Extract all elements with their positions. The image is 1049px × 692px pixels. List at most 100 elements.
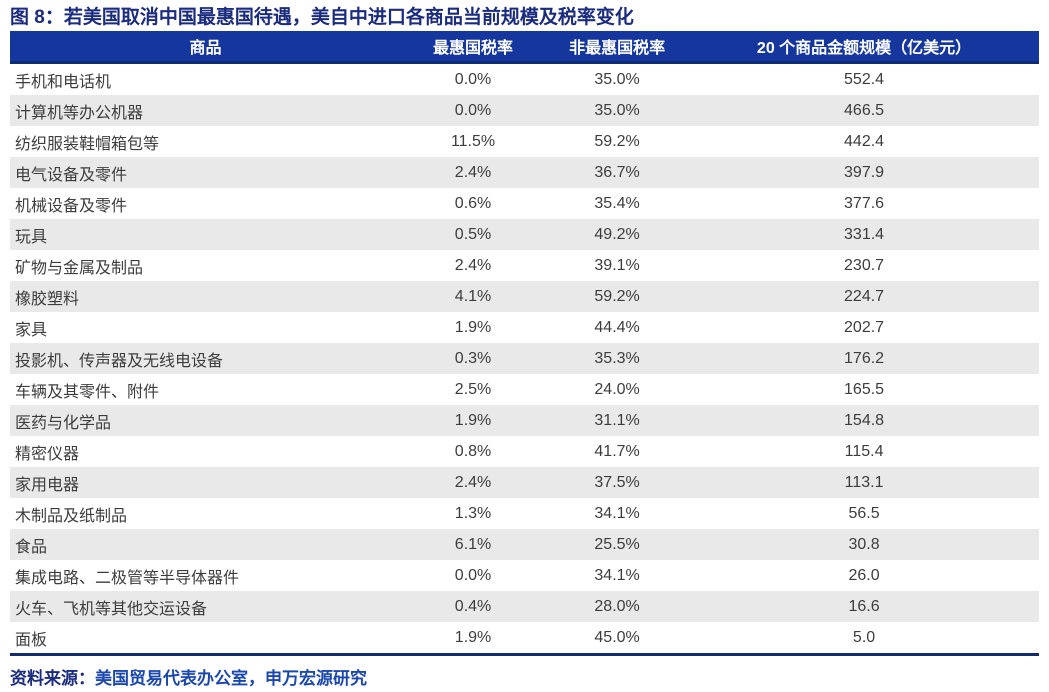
non-mfn-rate-cell: 41.7% [594,442,640,460]
mfn-rate-cell: 4.1% [454,287,492,305]
table-row: 投影机、传声器及无线电设备 0.3% 35.3% 176.2 [10,343,1039,374]
col-header-non-mfn-rate: 非最惠国税率 [545,31,690,64]
mfn-rate-cell: 2.4% [454,163,492,181]
amount-cell: 16.6 [848,597,880,615]
table-row: 面板 1.9% 45.0% 5.0 [10,622,1039,653]
non-mfn-rate-cell: 35.0% [594,101,640,119]
table-row: 食品 6.1% 25.5% 30.8 [10,529,1039,560]
product-cell: 医药与化学品 [15,414,112,432]
product-cell: 橡胶塑料 [15,290,80,308]
product-cell: 矿物与金属及制品 [15,259,144,277]
product-cell: 投影机、传声器及无线电设备 [15,352,224,370]
amount-cell: 466.5 [844,101,885,119]
non-mfn-rate-cell: 59.2% [594,132,640,150]
table-row: 电气设备及零件 2.4% 36.7% 397.9 [10,157,1039,188]
mfn-rate-cell: 0.8% [454,442,492,460]
non-mfn-rate-cell: 35.3% [594,349,640,367]
mfn-rate-cell: 0.4% [454,597,492,615]
non-mfn-rate-cell: 28.0% [594,597,640,615]
mfn-rate-cell: 2.4% [454,473,492,491]
table-row: 医药与化学品 1.9% 31.1% 154.8 [10,405,1039,436]
mfn-rate-cell: 0.5% [454,225,492,243]
product-cell: 火车、飞机等其他交运设备 [15,600,208,618]
amount-cell: 154.8 [844,411,885,429]
non-mfn-rate-cell: 37.5% [594,473,640,491]
amount-cell: 442.4 [844,132,885,150]
data-table: 商品 最惠国税率 非最惠国税率 20 个商品金额规模（亿美元） 手机和电话机 0.… [10,31,1039,653]
table-row: 纺织服装鞋帽箱包等 11.5% 59.2% 442.4 [10,126,1039,157]
table-row: 手机和电话机 0.0% 35.0% 552.4 [10,63,1039,96]
amount-cell: 377.6 [844,194,885,212]
table-row: 家具 1.9% 44.4% 202.7 [10,312,1039,343]
product-cell: 纺织服装鞋帽箱包等 [15,135,160,153]
mfn-rate-cell: 6.1% [454,535,492,553]
table-header: 商品 最惠国税率 非最惠国税率 20 个商品金额规模（亿美元） [10,31,1039,64]
table-row: 计算机等办公机器 0.0% 35.0% 466.5 [10,95,1039,126]
product-cell: 精密仪器 [15,445,80,463]
non-mfn-rate-cell: 35.4% [594,194,640,212]
mfn-rate-cell: 1.9% [454,318,492,336]
product-cell: 玩具 [15,228,48,246]
amount-cell: 56.5 [848,504,880,522]
product-cell: 家用电器 [15,476,80,494]
mfn-rate-cell: 1.9% [454,628,492,646]
non-mfn-rate-cell: 45.0% [594,628,640,646]
col-header-amount: 20 个商品金额规模（亿美元） [689,31,1039,64]
non-mfn-rate-cell: 34.1% [594,504,640,522]
table-row: 火车、飞机等其他交运设备 0.4% 28.0% 16.6 [10,591,1039,622]
amount-cell: 397.9 [844,163,885,181]
non-mfn-rate-cell: 24.0% [594,380,640,398]
table-row: 家用电器 2.4% 37.5% 113.1 [10,467,1039,498]
table-row: 矿物与金属及制品 2.4% 39.1% 230.7 [10,250,1039,281]
table-row: 精密仪器 0.8% 41.7% 115.4 [10,436,1039,467]
amount-cell: 113.1 [844,473,884,491]
mfn-rate-cell: 2.5% [454,380,492,398]
mfn-rate-cell: 0.0% [454,566,492,584]
mfn-rate-cell: 2.4% [454,256,492,274]
non-mfn-rate-cell: 35.0% [594,70,640,88]
product-cell: 木制品及纸制品 [15,507,128,525]
table-row: 橡胶塑料 4.1% 59.2% 224.7 [10,281,1039,312]
non-mfn-rate-cell: 49.2% [594,225,640,243]
amount-cell: 176.2 [844,349,885,367]
source-label: 资料来源： [10,669,95,688]
product-cell: 手机和电话机 [15,73,112,91]
mfn-rate-cell: 1.3% [454,504,492,522]
table-header-row: 商品 最惠国税率 非最惠国税率 20 个商品金额规模（亿美元） [10,31,1039,64]
non-mfn-rate-cell: 36.7% [594,163,640,181]
mfn-rate-cell: 0.0% [454,101,492,119]
product-cell: 机械设备及零件 [15,197,128,215]
non-mfn-rate-cell: 34.1% [594,566,640,584]
product-cell: 食品 [15,538,48,556]
figure-title: 图 8：若美国取消中国最惠国待遇，美自中进口各商品当前规模及税率变化 [10,7,634,28]
col-header-mfn-rate: 最惠国税率 [401,31,546,64]
amount-cell: 5.0 [852,628,876,646]
table-row: 车辆及其零件、附件 2.5% 24.0% 165.5 [10,374,1039,405]
non-mfn-rate-cell: 59.2% [594,287,640,305]
source-text: 美国贸易代表办公室，申万宏源研究 [95,669,367,688]
mfn-rate-cell: 1.9% [454,411,492,429]
amount-cell: 552.4 [844,70,885,88]
amount-cell: 230.7 [844,256,885,274]
mfn-rate-cell: 0.6% [454,194,492,212]
amount-cell: 165.5 [844,380,885,398]
non-mfn-rate-cell: 31.1% [594,411,640,429]
table-row: 集成电路、二极管等半导体器件 0.0% 34.1% 26.0 [10,560,1039,591]
product-cell: 集成电路、二极管等半导体器件 [15,569,240,587]
product-cell: 车辆及其零件、附件 [15,383,160,401]
table-row: 机械设备及零件 0.6% 35.4% 377.6 [10,188,1039,219]
mfn-rate-cell: 0.0% [454,70,492,88]
source-note: 资料来源：美国贸易代表办公室，申万宏源研究 [10,653,1039,689]
non-mfn-rate-cell: 25.5% [594,535,640,553]
amount-cell: 331.4 [844,225,885,243]
product-cell: 家具 [15,321,48,339]
non-mfn-rate-cell: 39.1% [594,256,640,274]
amount-cell: 202.7 [844,318,885,336]
amount-cell: 26.0 [848,566,880,584]
table-row: 木制品及纸制品 1.3% 34.1% 56.5 [10,498,1039,529]
table-row: 玩具 0.5% 49.2% 331.4 [10,219,1039,250]
product-cell: 面板 [15,631,48,649]
amount-cell: 30.8 [848,535,880,553]
mfn-rate-cell: 11.5% [450,132,496,150]
